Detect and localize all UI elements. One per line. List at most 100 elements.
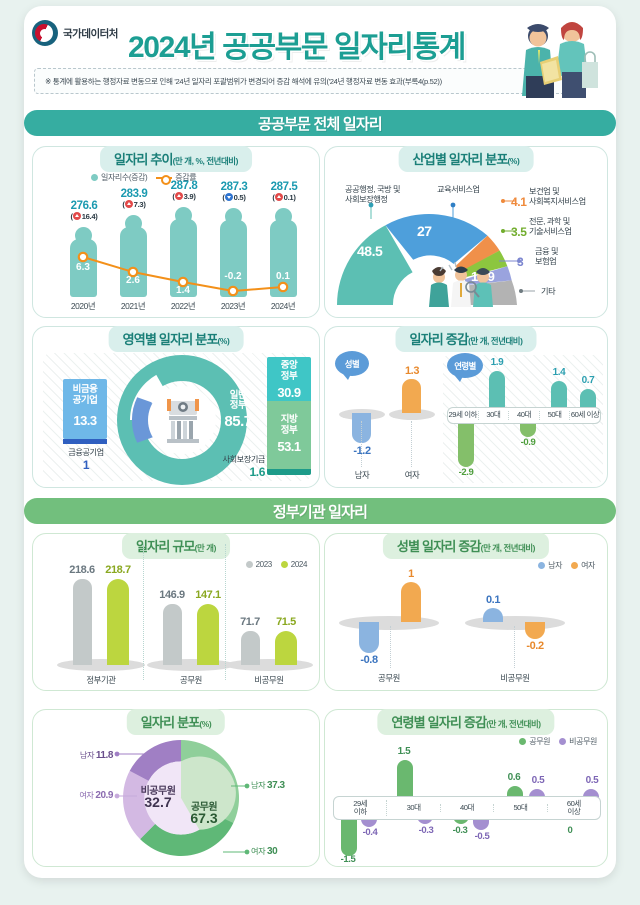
label-social-fund: 사회보장기금	[222, 455, 266, 464]
platform-noncivil	[465, 616, 565, 630]
guide-noncivil	[514, 626, 515, 668]
x-label-2021: 2021년	[120, 301, 146, 311]
card-title-job-trend: 일자리 추이(만 개, %, 전년대비)	[100, 146, 252, 172]
bar-2023-civilservant	[163, 604, 182, 665]
bar-female-change	[402, 379, 421, 413]
label-central-gov: 중앙 정부	[280, 360, 298, 382]
rate-label-2022: 1.4	[176, 285, 190, 296]
guide-civilservant	[390, 626, 391, 668]
callout-civil-female: 여자 30	[251, 846, 278, 857]
card-gender-change: 성별 일자리 증감(만 개, 전년대비) 남자 여자 -0.8 1 공무원 0.…	[324, 533, 608, 691]
age-label-strip: 29세 이하 30대 40대 50대 60세 이상	[447, 407, 601, 424]
label-noncivil-inner: 비공무원	[140, 786, 176, 797]
card-area-dist: 영역별 일자리 분포(%) 공기업 14.3 일반 정부 85.7	[32, 326, 320, 488]
legend-job-trend: 일자리수(증감) 증감률	[91, 172, 197, 185]
value-education: 27	[417, 223, 432, 239]
job-dist-leader-lines	[114, 751, 250, 855]
label-civilservant-inner: 공무원	[190, 802, 218, 813]
label-financial-corp: 금융공기업	[68, 448, 104, 457]
x-label-gov: 정부기관	[86, 675, 116, 685]
x-label-2023: 2023년	[220, 301, 246, 311]
value-civil-60plus: 0	[567, 825, 573, 836]
card-job-dist: 일자리 분포(%) 비공무원 32.7 공무원 67.3 남자 11.8	[32, 709, 320, 867]
x-label-2024: 2024년	[270, 301, 296, 311]
label-health: 보건업 및 사회복지서비스업	[529, 187, 586, 207]
divider-1	[143, 544, 144, 680]
value-general-gov: 85.7	[224, 413, 252, 430]
section-banner-public-total: 공공부문 전체 일자리	[24, 110, 616, 136]
platform-civilservant	[339, 616, 439, 630]
legend-dot-icon	[571, 562, 579, 569]
shadow-civilservant	[147, 659, 235, 671]
legend-item-female: 여자	[571, 560, 595, 571]
arrow-up-icon	[124, 200, 133, 208]
x-label-male: 남자	[354, 470, 370, 480]
value-male-noncivil: 0.1	[485, 594, 501, 606]
bar-female-civilservant	[401, 582, 421, 622]
bar-2021	[120, 227, 147, 297]
value-label-2022: 287.8 (3.9)	[170, 180, 198, 201]
label-science: 전문, 과학 및 기술서비스업	[529, 217, 572, 237]
value-2023-civilservant: 146.9	[159, 589, 185, 601]
platform-female	[389, 409, 435, 420]
age-label-under29: 29세 이하	[334, 799, 388, 817]
value-local-gov: 53.1	[277, 439, 301, 454]
bubble-age: 연령별	[447, 353, 483, 382]
rate-label-2020: 6.3	[76, 262, 90, 273]
legend-dot-icon	[91, 174, 98, 181]
legend-scale: 2023 2024	[245, 560, 307, 569]
bar-local-gov	[267, 401, 311, 469]
value-female-change: 1.3	[404, 365, 420, 377]
age-label-40s: 40대	[509, 410, 540, 420]
age-label-under29: 29세 이하	[448, 410, 479, 420]
label-finance: 금융 및 보험업	[535, 247, 559, 267]
value-2023-gov: 218.6	[69, 564, 95, 576]
legend-dot-icon	[280, 561, 288, 568]
label-education: 교육서비스업	[437, 185, 480, 194]
value-label-2020: 276.6 (16.4)	[70, 200, 98, 221]
people-illustration	[522, 22, 598, 98]
age-label-60plus: 60세 이상	[570, 410, 600, 420]
value-2024-noncivil: 71.5	[276, 616, 296, 628]
card-title-scale: 일자리 규모(만 개)	[122, 533, 230, 559]
label-local-gov: 지방 정부	[280, 414, 298, 436]
bar-age-30s	[489, 371, 505, 415]
value-label-2021: 283.9 (7.3)	[120, 188, 148, 209]
card-job-scale: 일자리 규모(만 개) 2023 2024 218.6 218.7 정부기관 1…	[32, 533, 320, 691]
job-dist-donut	[122, 740, 240, 856]
age-label-60plus: 60세 이상	[566, 798, 581, 816]
guide-male	[361, 421, 362, 467]
shadow-gov	[57, 659, 145, 671]
card-job-trend: 일자리 추이(만 개, %, 전년대비) 일자리수(증감) 증감률 276.6 …	[32, 146, 320, 318]
bar-male-noncivil	[483, 608, 503, 622]
x-label-2022: 2022년	[170, 301, 196, 311]
legend-item-2023: 2023	[245, 560, 272, 569]
age-label-30s: 30대	[387, 803, 441, 813]
value-health: 4.1	[511, 195, 527, 209]
value-civil-50s: 0.6	[507, 772, 521, 783]
legend-age-change: 공무원 비공무원	[519, 736, 597, 747]
bar-2023-noncivil	[241, 631, 260, 665]
age-label-strip-bottom: 29세 이하 30대 40대 50대 60세 이상	[333, 796, 601, 820]
card-title-gender-change: 성별 일자리 증감(만 개, 전년대비)	[382, 533, 550, 559]
agency-logo: 국가데이터처	[32, 20, 118, 46]
rate-label-2023: -0.2	[224, 271, 242, 282]
legend-item-civilservant: 공무원	[519, 736, 551, 747]
bar-financial-corp	[63, 439, 107, 444]
card-title-age-change: 연령별 일자리 증감(만 개, 전년대비)	[377, 709, 555, 735]
card-title-change: 일자리 증감(만 개, 전년대비)	[395, 326, 537, 352]
building-icon	[167, 399, 199, 443]
value-2024-civilservant: 147.1	[195, 589, 221, 601]
value-science: 3.5	[511, 225, 527, 239]
arrow-up-icon	[174, 192, 183, 200]
card-age-change: 연령별 일자리 증감(만 개, 전년대비) 공무원 비공무원 -1.5 -0.4…	[324, 709, 608, 867]
value-male-change: -1.2	[353, 445, 371, 457]
value-noncivil-50s: 0.5	[531, 775, 545, 786]
industry-people-illustration	[429, 261, 493, 307]
bar-age-under29	[458, 415, 474, 467]
legend-item-jobcount: 일자리수(증감)	[91, 172, 148, 183]
page-title: 2024년 공공부문 일자리통계	[128, 31, 466, 64]
x-label-civilservant: 공무원	[180, 675, 202, 685]
callout-civil-male: 남자 37.3	[251, 780, 285, 791]
